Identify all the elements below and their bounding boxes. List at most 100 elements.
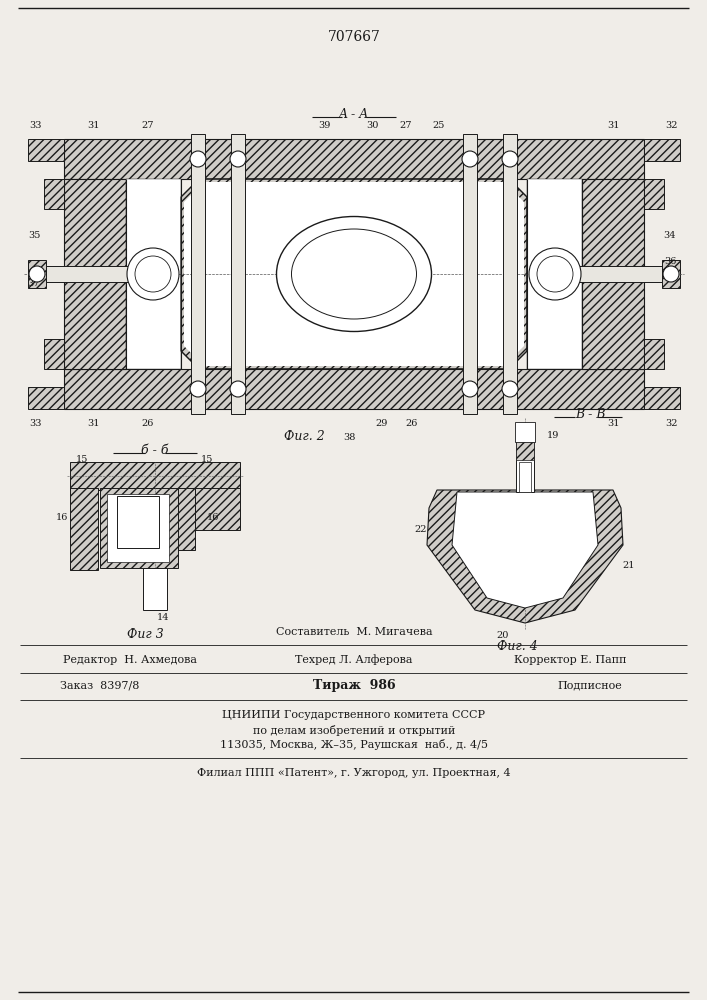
Circle shape [29,266,45,282]
Text: 37: 37 [28,279,40,288]
Text: 15: 15 [76,456,88,464]
Bar [516,442,534,460]
Text: 26: 26 [142,418,154,428]
Circle shape [230,151,246,167]
Text: ЦНИИПИ Государственного комитета СССР: ЦНИИПИ Государственного комитета СССР [223,710,486,720]
Bar [28,260,46,288]
Text: 36: 36 [664,257,676,266]
Text: 31: 31 [608,418,620,428]
Bar [44,179,64,209]
Ellipse shape [291,229,416,319]
Text: 32: 32 [666,418,678,428]
Circle shape [502,381,518,397]
Text: 113035, Москва, Ж–35, Раушская  наб., д. 4/5: 113035, Москва, Ж–35, Раушская наб., д. … [220,740,488,750]
Bar [28,139,64,161]
Text: 707667: 707667 [327,30,380,44]
Text: A - A: A - A [339,107,369,120]
Text: 16: 16 [56,514,68,522]
Bar [143,568,167,610]
Text: 35: 35 [28,232,40,240]
Text: 19: 19 [547,430,559,440]
Text: 29: 29 [376,418,388,428]
Text: б - б: б - б [141,444,169,456]
Bar [117,496,159,548]
Bar [463,134,477,414]
Text: B - B: B - B [575,408,605,420]
Polygon shape [181,179,527,369]
Text: Фиг 3: Фиг 3 [127,629,163,642]
Bar [44,339,64,369]
Text: Фиг. 4: Фиг. 4 [496,641,537,654]
Text: Редактор  Н. Ахмедова: Редактор Н. Ахмедова [63,655,197,665]
Circle shape [462,381,478,397]
Bar [177,488,195,550]
Bar [516,442,534,492]
Text: 31: 31 [608,120,620,129]
Text: 31: 31 [88,418,100,428]
Text: Корректор Е. Папп: Корректор Е. Папп [514,655,626,665]
Bar [503,134,517,414]
Bar [515,422,535,442]
Polygon shape [452,492,598,608]
Bar [578,266,662,282]
Bar [107,494,169,562]
Text: 27: 27 [399,120,412,129]
Text: 22: 22 [415,526,427,534]
Text: 31: 31 [88,120,100,129]
Text: 21: 21 [623,560,636,570]
Text: 15: 15 [201,456,214,464]
Circle shape [190,151,206,167]
Bar [519,462,531,492]
Text: 30: 30 [366,120,378,129]
Circle shape [230,381,246,397]
Text: Составитель  М. Мигачева: Составитель М. Мигачева [276,627,432,637]
Bar [70,488,98,570]
Bar [126,179,181,369]
Bar [46,266,130,282]
Text: 38: 38 [343,432,355,442]
Bar [64,369,644,409]
Circle shape [190,381,206,397]
Circle shape [663,266,679,282]
Bar [644,179,664,209]
Text: 39: 39 [318,120,330,129]
Bar [64,139,644,179]
Text: 20: 20 [497,631,509,640]
Ellipse shape [529,248,581,300]
Text: 26: 26 [406,418,418,428]
Bar [527,179,582,369]
Text: 34: 34 [664,232,677,240]
Bar [644,339,664,369]
Ellipse shape [537,256,573,292]
Bar [644,387,680,409]
Ellipse shape [127,248,179,300]
Bar [190,488,240,530]
Bar [191,134,205,414]
Text: 27: 27 [141,120,154,129]
Circle shape [462,151,478,167]
Text: 25: 25 [433,120,445,129]
Bar [70,462,240,490]
Bar [582,179,644,369]
Bar [644,139,680,161]
Ellipse shape [276,217,431,332]
Circle shape [502,151,518,167]
Text: 33: 33 [30,120,42,129]
Text: Фиг. 2: Фиг. 2 [284,430,325,444]
Bar [231,134,245,414]
Text: Техред Л. Алферова: Техред Л. Алферова [296,655,413,665]
Text: 33: 33 [30,418,42,428]
Bar [662,260,680,288]
Bar [28,387,64,409]
Polygon shape [184,182,524,366]
Text: Тираж  986: Тираж 986 [312,678,395,692]
Bar [100,488,178,568]
Text: 14: 14 [157,613,169,622]
Text: по делам изобретений и открытий: по делам изобретений и открытий [253,724,455,736]
Text: 32: 32 [666,120,678,129]
Text: Филиал ППП «Патент», г. Ужгород, ул. Проектная, 4: Филиал ППП «Патент», г. Ужгород, ул. Про… [197,768,511,778]
Text: 16: 16 [207,514,219,522]
Text: Заказ  8397/8: Заказ 8397/8 [60,680,140,690]
Bar [64,179,126,369]
Polygon shape [427,490,623,623]
